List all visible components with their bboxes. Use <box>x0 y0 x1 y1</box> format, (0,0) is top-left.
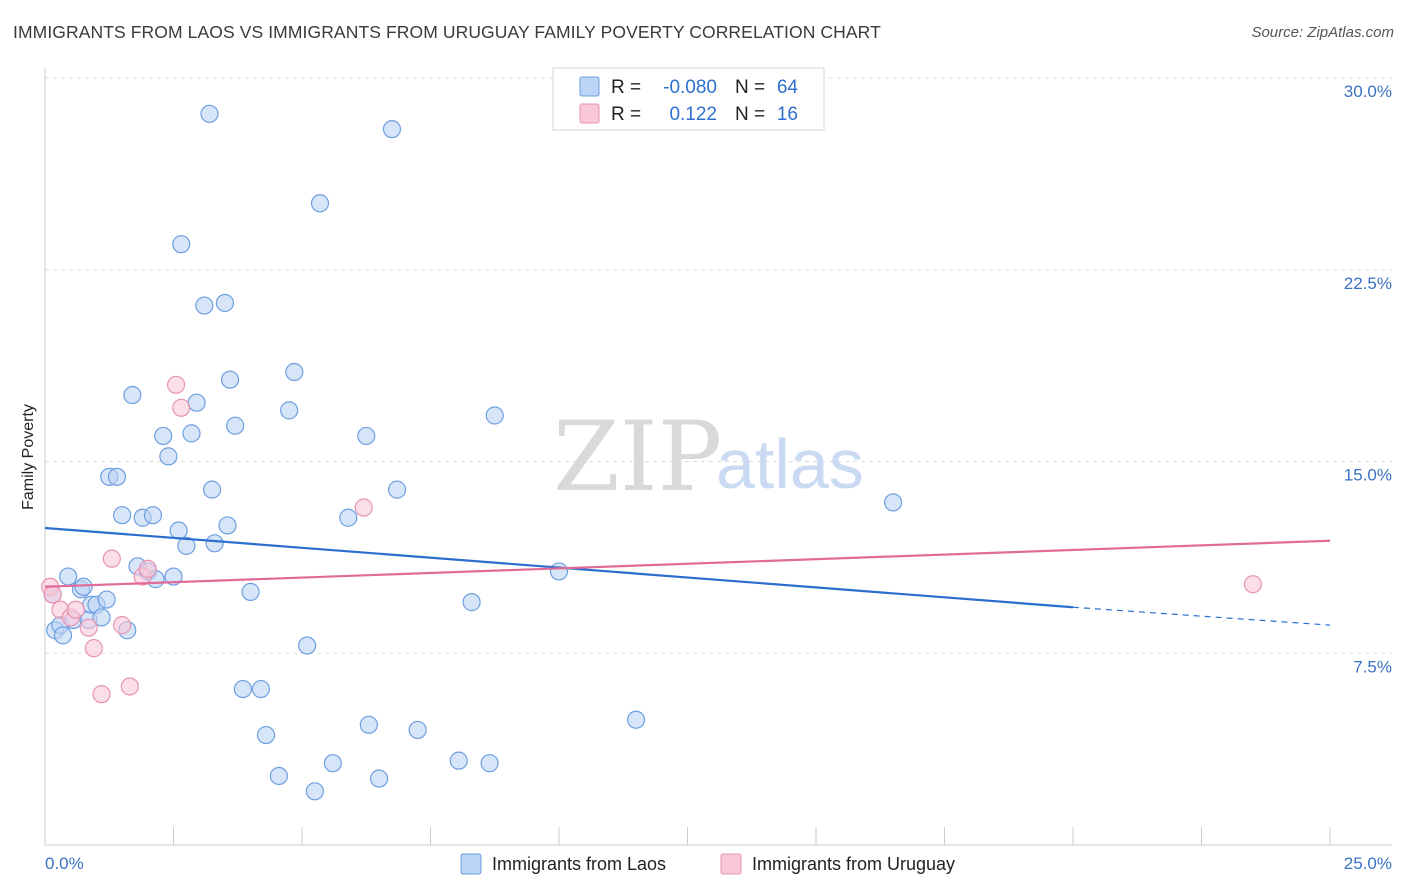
scatter-point <box>187 393 206 412</box>
scatter-point <box>177 536 196 555</box>
scatter-point <box>408 720 427 740</box>
scatter-point <box>159 447 178 466</box>
legend-n-label-uruguay: N = <box>735 104 765 125</box>
y-tick-label: 30.0% <box>1344 82 1392 101</box>
scatter-point <box>172 235 191 254</box>
scatter-point <box>305 782 324 801</box>
scatter-point <box>92 608 111 627</box>
scatter-point <box>195 296 214 315</box>
legend-n-value-laos: 64 <box>777 77 799 98</box>
scatter-point <box>310 194 330 213</box>
watermark-zip: ZIP <box>553 401 722 513</box>
legend-r-label-uruguay: R = <box>611 104 641 125</box>
scatter-point <box>166 375 186 394</box>
scatter-point <box>59 567 78 586</box>
scatter-point <box>84 639 103 658</box>
scatter-point <box>359 715 378 734</box>
series-legend-swatch-laos <box>460 853 482 875</box>
scatter-point <box>323 754 342 773</box>
scatter-point <box>241 582 260 601</box>
series-legend-label-uruguay: Immigrants from Uruguay <box>752 854 955 874</box>
scatter-point <box>123 385 142 405</box>
x-ticks <box>44 827 1331 845</box>
legend-r-value-uruguay: 0.122 <box>669 104 717 125</box>
scatter-point <box>387 480 407 499</box>
source-label: Source: ZipAtlas.com <box>1251 24 1394 41</box>
scatter-point <box>112 616 132 635</box>
scatter-point <box>107 467 127 486</box>
scatter-point <box>298 636 317 655</box>
scatter-point <box>220 370 240 389</box>
scatter-point <box>251 679 270 699</box>
y-tick-label: 7.5% <box>1353 657 1392 676</box>
y-tick-labels: 7.5% 15.0% 22.5% 30.0% <box>1344 82 1392 676</box>
scatter-point <box>74 577 93 596</box>
scatter-point <box>120 677 139 696</box>
scatter-point <box>480 754 499 773</box>
scatter-point <box>1243 575 1263 594</box>
scatter-point <box>233 679 252 699</box>
legend-swatch-laos <box>579 76 600 97</box>
series-legend-label-laos: Immigrants from Laos <box>492 854 666 874</box>
chart-title: IMMIGRANTS FROM LAOS VS IMMIGRANTS FROM … <box>13 22 881 42</box>
series-legend-swatch-uruguay <box>720 853 742 875</box>
scatter-point <box>202 480 222 499</box>
scatter-point <box>143 506 163 525</box>
scatter-point <box>112 506 132 525</box>
scatter-point <box>626 710 646 729</box>
y-tick-label: 15.0% <box>1344 466 1392 485</box>
legend-r-value-laos: -0.080 <box>663 77 717 98</box>
scatter-point <box>92 685 111 704</box>
gridlines <box>45 77 1392 654</box>
series-uruguay-points <box>41 375 1263 704</box>
scatter-point <box>215 293 234 313</box>
x-tick-label-min: 0.0% <box>45 854 84 873</box>
scatter-point <box>172 398 191 417</box>
scatter-point <box>256 725 276 745</box>
y-tick-label: 22.5% <box>1344 274 1392 293</box>
watermark-atlas: atlas <box>716 425 864 503</box>
scatter-point <box>357 426 376 446</box>
legend-swatch-uruguay <box>579 103 600 124</box>
legend-r-label-laos: R = <box>611 77 641 98</box>
scatter-point <box>43 585 62 604</box>
scatter-point <box>154 426 173 446</box>
y-axis-title: Family Poverty <box>20 404 37 510</box>
scatter-point <box>182 424 201 443</box>
trend-line-uruguay <box>44 539 1331 588</box>
x-tick-label-max: 25.0% <box>1344 854 1392 873</box>
scatter-point <box>883 493 903 512</box>
scatter-point <box>79 618 98 637</box>
stats-legend: R = -0.080 N = 64 R = 0.122 N = 16 <box>552 67 825 131</box>
scatter-point <box>485 406 504 425</box>
scatter-point <box>462 593 481 612</box>
scatter-point <box>218 516 237 535</box>
scatter-point <box>200 104 219 123</box>
scatter-point <box>269 766 288 786</box>
scatter-point <box>205 534 224 553</box>
trend-line-laos-extension <box>1072 606 1331 626</box>
legend-n-value-uruguay: 16 <box>777 104 798 125</box>
legend-n-label-laos: N = <box>735 77 765 98</box>
scatter-point <box>354 498 373 517</box>
series-legend: Immigrants from Laos Immigrants from Uru… <box>460 853 955 875</box>
scatter-point <box>66 600 85 619</box>
scatter-point <box>102 549 121 568</box>
scatter-point <box>138 559 157 578</box>
scatter-point <box>382 120 402 139</box>
scatter-point <box>549 562 569 581</box>
scatter-point <box>339 508 358 527</box>
scatter-point <box>449 751 468 770</box>
trend-lines <box>44 526 1331 626</box>
scatter-point <box>370 769 389 788</box>
scatter-point <box>53 626 73 645</box>
scatter-point <box>280 401 299 420</box>
scatter-point <box>97 590 116 609</box>
scatter-point <box>285 362 304 382</box>
scatter-point <box>164 567 183 586</box>
scatter-point <box>169 521 188 540</box>
scatter-point <box>226 416 245 435</box>
